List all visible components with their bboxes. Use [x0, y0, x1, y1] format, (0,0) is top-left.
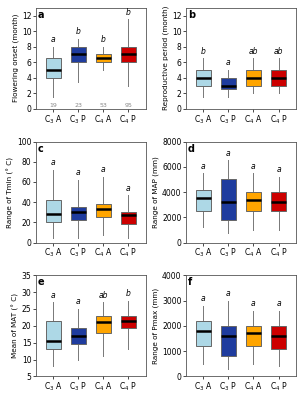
Y-axis label: Range of Pmax (mm): Range of Pmax (mm) [153, 288, 159, 364]
Bar [71, 328, 86, 344]
Text: a: a [226, 289, 231, 298]
Bar [221, 78, 236, 90]
Text: a: a [126, 184, 131, 192]
Text: a: a [251, 299, 256, 308]
Y-axis label: Reproductive period (month): Reproductive period (month) [163, 6, 169, 110]
Bar [246, 70, 261, 86]
Bar [121, 47, 136, 62]
Bar [196, 70, 211, 86]
Text: a: a [201, 162, 206, 170]
Text: d: d [188, 144, 195, 154]
Text: e: e [38, 277, 45, 287]
Text: a: a [38, 10, 44, 20]
Text: ab: ab [274, 47, 283, 56]
Bar [46, 321, 61, 350]
Bar [271, 70, 286, 86]
Text: a: a [226, 58, 231, 68]
Bar [246, 326, 261, 346]
Text: a: a [276, 299, 281, 308]
Text: a: a [101, 165, 105, 174]
Bar [221, 326, 236, 356]
Bar [71, 47, 86, 62]
Text: a: a [76, 168, 81, 178]
Text: 95: 95 [125, 103, 132, 108]
Text: b: b [126, 289, 131, 298]
Text: b: b [101, 35, 106, 44]
Text: ab: ab [98, 291, 108, 300]
Bar [46, 58, 61, 78]
Bar [96, 316, 111, 332]
Y-axis label: Flowering onset (month): Flowering onset (month) [12, 14, 19, 102]
Bar [121, 316, 136, 328]
Text: a: a [201, 294, 206, 303]
Text: a: a [51, 158, 55, 167]
Text: c: c [38, 144, 44, 154]
Text: a: a [76, 298, 81, 306]
Bar [96, 54, 111, 62]
Text: ab: ab [249, 47, 258, 56]
Text: a: a [251, 162, 256, 170]
Bar [121, 212, 136, 224]
Text: b: b [201, 47, 206, 56]
Text: a: a [276, 165, 281, 174]
Bar [246, 192, 261, 211]
Bar [46, 200, 61, 222]
Text: 23: 23 [74, 103, 82, 108]
Text: 19: 19 [49, 103, 57, 108]
Bar [196, 321, 211, 346]
Bar [196, 190, 211, 211]
Bar [221, 180, 236, 220]
Bar [96, 204, 111, 217]
Text: b: b [76, 27, 81, 36]
Text: a: a [51, 291, 55, 300]
Bar [71, 207, 86, 220]
Text: f: f [188, 277, 192, 287]
Text: 53: 53 [99, 103, 107, 108]
Y-axis label: Range of Tmin (° C): Range of Tmin (° C) [7, 156, 14, 228]
Text: a: a [51, 35, 55, 44]
Y-axis label: Range of MAP (mm): Range of MAP (mm) [153, 156, 159, 228]
Text: b: b [188, 10, 195, 20]
Y-axis label: Mean of MAT (° C): Mean of MAT (° C) [12, 293, 19, 358]
Bar [271, 192, 286, 211]
Text: a: a [226, 149, 231, 158]
Bar [271, 326, 286, 348]
Text: b: b [126, 8, 131, 17]
